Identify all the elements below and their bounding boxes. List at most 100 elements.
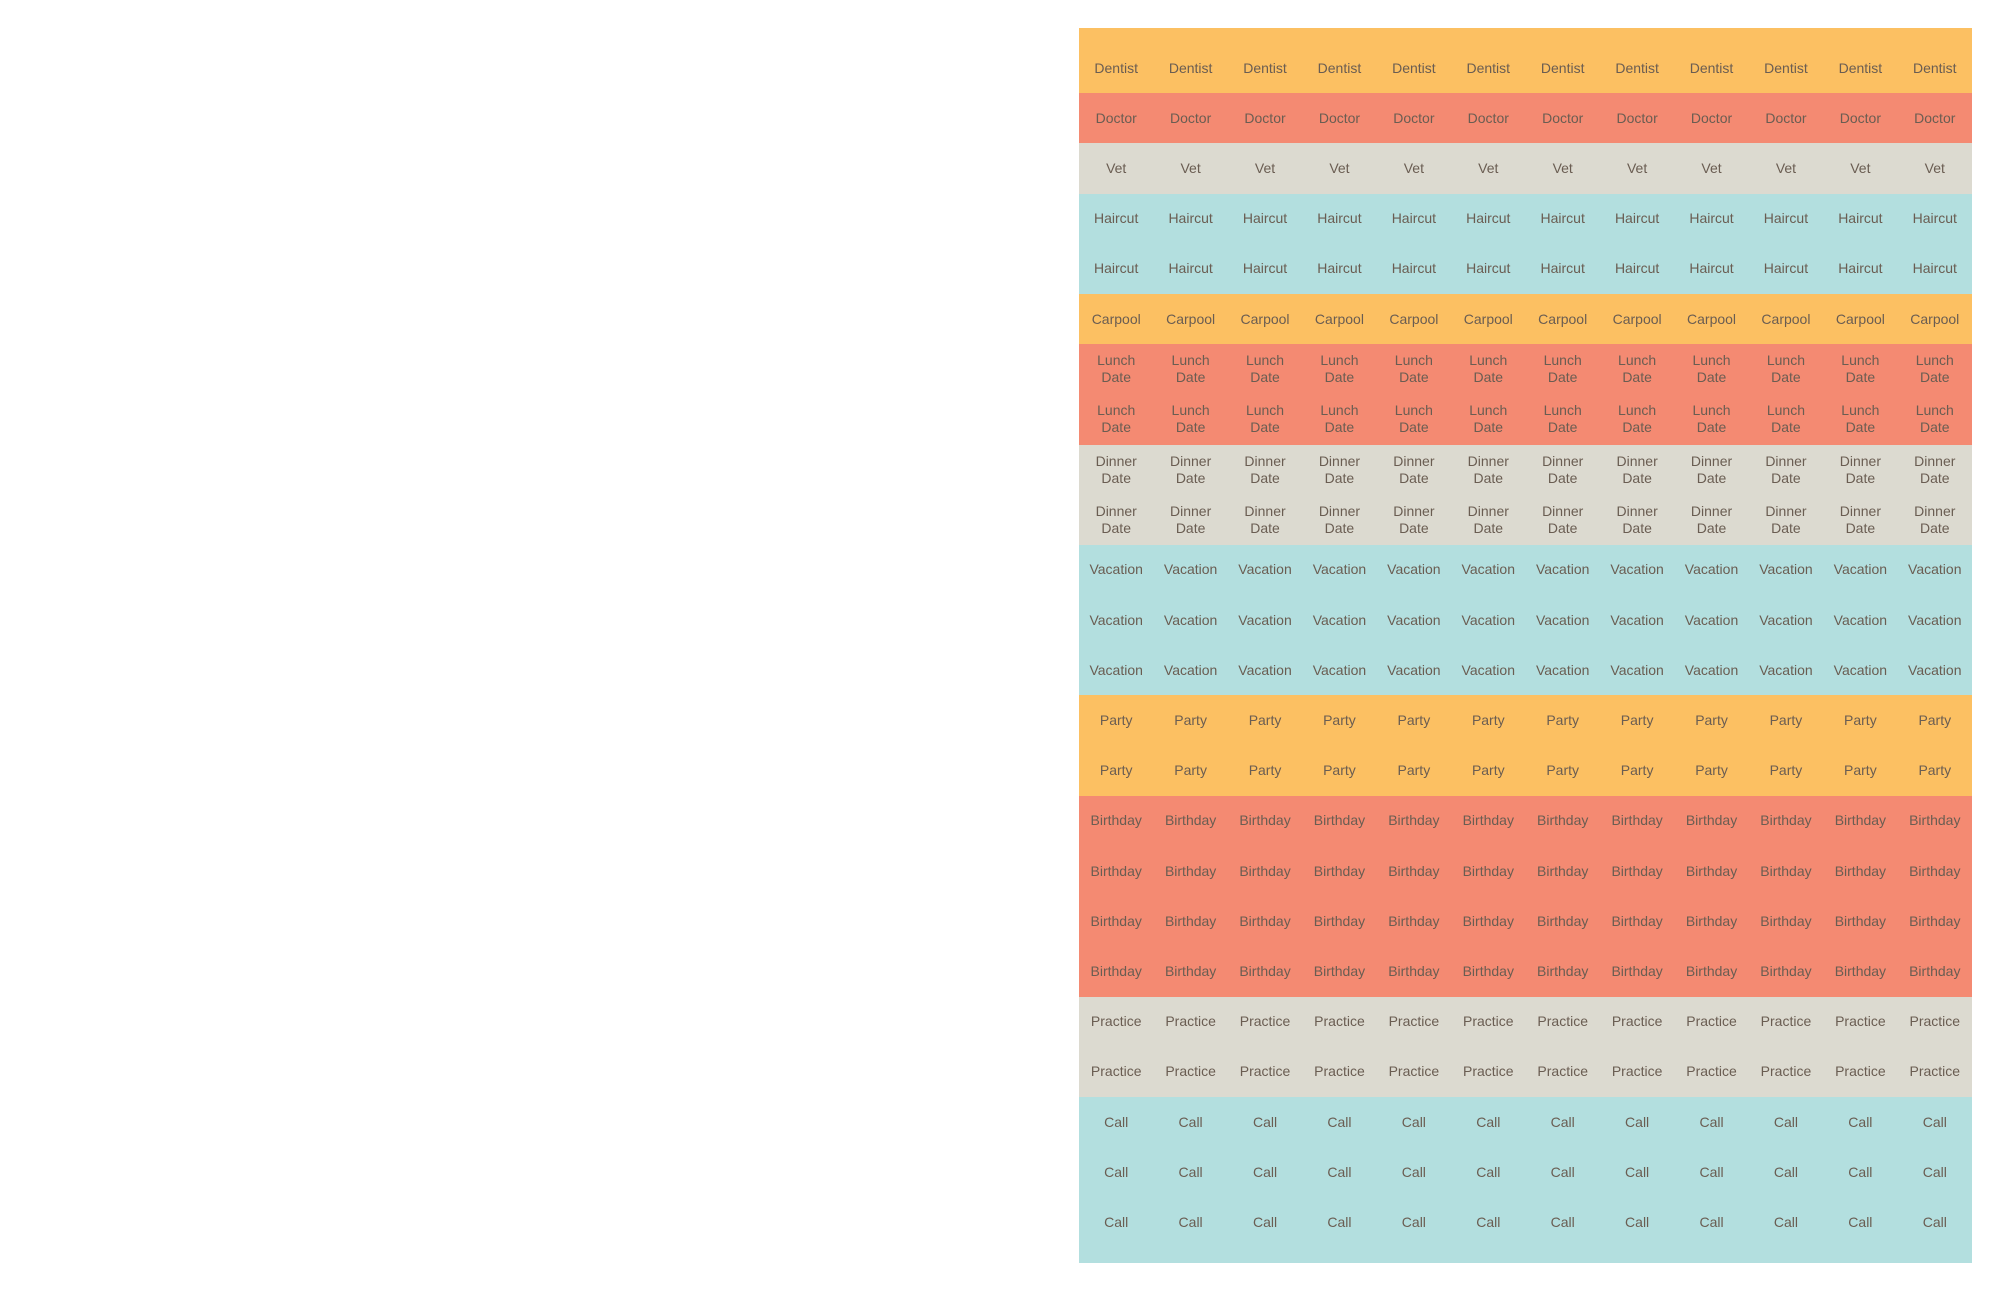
sticker: Carpool (1525, 294, 1599, 344)
sticker-label: Birthday (1090, 962, 1142, 979)
sticker-label: Birthday (1388, 812, 1440, 829)
sticker-label: Dinner Date (1244, 502, 1286, 536)
sticker-label: Haircut (1242, 210, 1288, 227)
sticker-label: Birthday (1834, 962, 1887, 979)
sticker: Birthday (1302, 796, 1376, 846)
sticker-label: Vacation (1238, 611, 1292, 628)
sticker-label: Dinner Date (1690, 452, 1733, 486)
sticker: Practice (1898, 1047, 1972, 1097)
sticker-label: Doctor (1393, 109, 1435, 126)
sticker: Haircut (1600, 194, 1674, 244)
sticker: Vacation (1228, 645, 1302, 695)
sticker-label: Birthday (1164, 912, 1217, 929)
sticker-label: Practice (1090, 1013, 1142, 1030)
sticker: Haircut (1302, 194, 1376, 244)
sticker: Carpool (1451, 294, 1525, 344)
sticker-label: Haircut (1317, 260, 1362, 277)
sticker-label: Dentist (1689, 59, 1734, 76)
sticker-label: Dinner Date (1914, 452, 1956, 486)
sticker: Practice (1228, 997, 1302, 1047)
sticker-label: Vacation (1461, 661, 1515, 678)
sticker-label: Call (1178, 1113, 1203, 1130)
sticker: Dinner Date (1079, 495, 1153, 545)
sticker-label: Doctor (1765, 109, 1807, 126)
sticker-label: Lunch Date (1841, 352, 1880, 386)
sticker: Lunch Date (1600, 394, 1674, 444)
sticker: Call (1079, 1097, 1153, 1147)
sticker: Birthday (1451, 896, 1525, 946)
sticker: Haircut (1525, 244, 1599, 294)
sticker: Call (1451, 1147, 1525, 1197)
sticker-label: Lunch Date (1394, 402, 1433, 436)
sticker: Dentist (1228, 43, 1302, 93)
sticker: Birthday (1600, 946, 1674, 996)
sticker-label: Vet (1254, 159, 1276, 176)
sticker-label: Practice (1165, 1063, 1216, 1080)
sticker-label: Carpool (1166, 310, 1216, 327)
sticker: Dentist (1600, 43, 1674, 93)
sticker-label: Party (1620, 712, 1654, 729)
sticker: Call (1377, 1197, 1451, 1247)
sticker-label: Vacation (1089, 611, 1143, 628)
sticker-label: Dinner Date (1839, 452, 1881, 486)
sticker-row: Birthday Birthday Birthday Birthday Birthday… (1079, 846, 1972, 896)
sticker-label: Birthday (1239, 812, 1291, 829)
sticker: Call (1228, 1147, 1302, 1197)
sticker-row: Vacation Vacation Vacation Vacation Vacation… (1079, 645, 1972, 695)
sticker-group: Carpool Carpool Carpool Carpool Carpool Carpo… (1079, 293, 1972, 345)
sticker-group: Practice Practice Practice Practice Practice… (1079, 996, 1972, 1097)
sticker-label: Birthday (1388, 912, 1440, 929)
sticker-label: Haircut (1689, 210, 1734, 227)
sticker: Lunch Date (1525, 344, 1599, 394)
sticker: Vacation (1525, 545, 1599, 595)
sticker-label: Call (1625, 1113, 1650, 1130)
sticker: Doctor (1079, 93, 1153, 143)
sticker-label: Vacation (1759, 661, 1813, 678)
sticker-label: Birthday (1462, 862, 1514, 879)
sticker: Lunch Date (1079, 394, 1153, 444)
sticker-label: Lunch Date (1320, 352, 1359, 386)
sticker-label: Vacation (1387, 561, 1441, 578)
sticker-label: Vacation (1312, 611, 1367, 628)
sticker-row: Vet Vet Vet Vet Vet Vet Vet Vet Vet Vet Vet Vet (1079, 143, 1972, 193)
sticker: Dentist (1749, 43, 1823, 93)
sticker: Dentist (1153, 43, 1227, 93)
sticker: Haircut (1898, 244, 1972, 294)
sticker-label: Lunch Date (1618, 352, 1657, 386)
sticker: Dinner Date (1898, 445, 1972, 495)
sticker-label: Doctor (1318, 109, 1361, 126)
sticker-label: Call (1178, 1213, 1203, 1230)
sticker-label: Vacation (1759, 561, 1813, 578)
sticker-label: Birthday (1611, 862, 1663, 879)
sticker-label: Call (1476, 1213, 1501, 1230)
sticker-label: Vet (1850, 159, 1871, 176)
sticker-label: Call (1773, 1113, 1798, 1130)
sticker-label: Call (1104, 1113, 1129, 1130)
sticker-label: Vacation (1908, 561, 1962, 578)
sticker: Vacation (1377, 645, 1451, 695)
sticker: Call (1898, 1147, 1972, 1197)
sticker-label: Vacation (1684, 611, 1739, 628)
sticker-label: Vacation (1238, 661, 1292, 678)
sticker: Call (1898, 1197, 1972, 1247)
sticker: Vet (1153, 143, 1227, 193)
sticker-label: Lunch Date (1766, 402, 1806, 436)
sticker: Vacation (1302, 545, 1376, 595)
sticker-label: Lunch Date (1320, 402, 1359, 436)
sticker-label: Doctor (1616, 109, 1658, 126)
sticker-label: Lunch Date (1543, 402, 1582, 436)
sticker: Party (1153, 746, 1227, 796)
sticker: Haircut (1377, 244, 1451, 294)
sticker-group: Call Call Call Call Call Call Call Call Call Call… (1079, 1096, 1972, 1263)
sticker: Vacation (1898, 545, 1972, 595)
sticker: Vacation (1153, 645, 1227, 695)
sticker: Dinner Date (1898, 495, 1972, 545)
sticker-label: Call (1699, 1213, 1724, 1230)
sticker-row: Birthday Birthday Birthday Birthday Birthday… (1079, 896, 1972, 946)
sticker: Doctor (1153, 93, 1227, 143)
sticker-label: Birthday (1462, 912, 1514, 929)
sticker: Call (1600, 1197, 1674, 1247)
sticker: Haircut (1525, 194, 1599, 244)
sticker-label: Haircut (1540, 260, 1585, 277)
